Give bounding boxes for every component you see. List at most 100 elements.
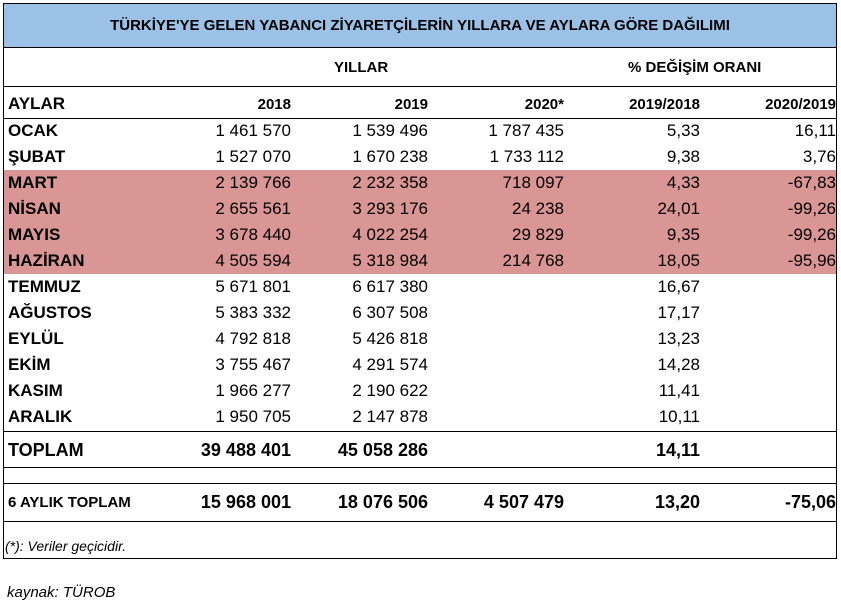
value-2019: 1 670 238 <box>352 147 428 166</box>
divider <box>4 86 836 87</box>
value-2018: 2 655 561 <box>154 196 291 222</box>
change-2020-2019: 3,76 <box>802 147 836 166</box>
month-label: ŞUBAT <box>8 147 66 166</box>
change-2020-2019: 16,11 <box>794 121 836 140</box>
value-2018: 4 792 818 <box>215 329 291 348</box>
table-row: EKİM 3 755 467 4 291 574 14,28 <box>4 352 836 378</box>
change-2020-2019 <box>700 378 836 404</box>
table-row: KASIM 1 966 277 2 190 622 11,41 <box>4 378 836 404</box>
change-2019-2018: 17,17 <box>657 303 700 322</box>
table-row: ARALIK 1 950 705 2 147 878 10,11 <box>4 404 836 430</box>
month-label: ARALIK <box>8 407 73 426</box>
month-label: MART <box>4 170 154 196</box>
table-row: NİSAN 2 655 561 3 293 176 24 238 24,01 -99,26 <box>4 196 836 222</box>
month-label: OCAK <box>8 121 59 140</box>
table-row: AĞUSTOS 5 383 332 6 307 508 17,17 <box>4 300 836 326</box>
table-row: ŞUBAT 1 527 070 1 670 238 1 733 112 9,38 3,76 <box>4 144 836 170</box>
value-2020 <box>428 300 564 326</box>
value-2019: 2 147 878 <box>352 407 428 426</box>
month-label: MAYIS <box>4 222 154 248</box>
value-2019: 5 318 984 <box>291 248 428 274</box>
column-header-row: AYLAR 2018 2019 2020* 2019/2018 2020/201… <box>4 90 836 118</box>
value-2019: 5 426 818 <box>352 329 428 348</box>
value-2019: 4 291 574 <box>352 355 428 374</box>
value-2018: 1 461 570 <box>215 121 291 140</box>
change-2020-2019 <box>700 352 836 378</box>
value-2020 <box>428 352 564 378</box>
table-frame: TÜRKİYE'YE GELEN YABANCI ZİYARETÇİLERİN … <box>3 3 837 559</box>
change-2019-2018: 9,38 <box>666 147 700 166</box>
source-note: kaynak: TÜROB <box>7 584 116 601</box>
value-2020: 24 238 <box>428 196 564 222</box>
change-2019-2018: 13,23 <box>657 329 700 348</box>
change-2019-2018: 16,67 <box>657 277 700 296</box>
value-2020 <box>428 326 564 352</box>
value-2020 <box>428 378 564 404</box>
change-2019-2018: 10,11 <box>658 407 700 426</box>
value-2018: 5 671 801 <box>215 277 291 296</box>
change-2019-2018: 18,05 <box>564 248 700 274</box>
value-2019: 6 617 380 <box>352 277 428 296</box>
column-header-2019-2018: 2019/2018 <box>629 95 700 113</box>
table-title: TÜRKİYE'YE GELEN YABANCI ZİYARETÇİLERİN … <box>4 4 836 48</box>
month-label: TEMMUZ <box>8 277 81 296</box>
data-table: AYLAR 2018 2019 2020* 2019/2018 2020/201… <box>4 90 836 430</box>
table-row: MAYIS 3 678 440 4 022 254 29 829 9,35 -99,26 <box>4 222 836 248</box>
table-row: TEMMUZ 5 671 801 6 617 380 16,67 <box>4 274 836 300</box>
change-2020-2019 <box>700 300 836 326</box>
month-label: HAZİRAN <box>4 248 154 274</box>
change-2020-2019: -99,26 <box>700 196 836 222</box>
value-2018: 3 678 440 <box>154 222 291 248</box>
month-label: EYLÜL <box>8 329 64 348</box>
value-2019: 3 293 176 <box>291 196 428 222</box>
value-2018: 3 755 467 <box>215 355 291 374</box>
month-label: EKİM <box>8 355 51 374</box>
month-label: NİSAN <box>4 196 154 222</box>
total-label: TOPLAM <box>8 439 84 460</box>
six-month-total-2018: 15 968 001 <box>200 491 291 512</box>
change-2019-2018: 4,33 <box>564 170 700 196</box>
value-2020: 214 768 <box>428 248 564 274</box>
column-header-2020-2019: 2020/2019 <box>765 95 836 113</box>
total-change-2019-2018: 14,11 <box>655 439 700 460</box>
change-2020-2019 <box>700 274 836 300</box>
value-2018: 1 527 070 <box>215 147 291 166</box>
table-row: EYLÜL 4 792 818 5 426 818 13,23 <box>4 326 836 352</box>
value-2020: 29 829 <box>428 222 564 248</box>
value-2019: 6 307 508 <box>352 303 428 322</box>
change-2019-2018: 14,28 <box>657 355 700 374</box>
six-month-total-2019: 18 076 506 <box>337 491 428 512</box>
value-2019: 4 022 254 <box>291 222 428 248</box>
month-label: AĞUSTOS <box>8 303 92 322</box>
column-header-2020: 2020* <box>524 95 564 113</box>
change-2020-2019: -67,83 <box>700 170 836 196</box>
value-2018: 2 139 766 <box>154 170 291 196</box>
value-2019: 2 190 622 <box>352 381 428 400</box>
value-2018: 5 383 332 <box>215 303 291 322</box>
change-2019-2018: 5,33 <box>666 121 700 140</box>
divider <box>4 467 836 468</box>
divider <box>4 521 836 522</box>
total-2018: 39 488 401 <box>200 439 291 460</box>
divider <box>4 483 836 484</box>
six-month-total-change-2019-2018: 13,20 <box>654 491 700 512</box>
table-row: OCAK 1 461 570 1 539 496 1 787 435 5,33 16,11 <box>4 118 836 144</box>
column-header-2018: 2018 <box>257 95 291 113</box>
change-2020-2019: -95,96 <box>700 248 836 274</box>
value-2019: 1 539 496 <box>352 121 428 140</box>
six-month-total-change-2020-2019: -75,06 <box>784 491 836 512</box>
six-month-total-label: 6 AYLIK TOPLAM <box>8 493 131 511</box>
value-2020: 1 733 112 <box>489 147 564 166</box>
six-month-total-row: 6 AYLIK TOPLAM 15 968 001 18 076 506 4 5… <box>4 485 836 519</box>
divider <box>4 431 836 432</box>
divider <box>4 118 836 119</box>
change-2020-2019: -99,26 <box>700 222 836 248</box>
six-month-total-2020: 4 507 479 <box>483 491 564 512</box>
group-header-change: % DEĞİŞİM ORANI <box>628 59 762 76</box>
total-row: TOPLAM 39 488 401 45 058 286 14,11 <box>4 433 836 467</box>
change-2020-2019 <box>700 326 836 352</box>
value-2018: 4 505 594 <box>154 248 291 274</box>
change-2020-2019 <box>700 404 836 430</box>
value-2020: 1 787 435 <box>488 121 564 140</box>
value-2020 <box>428 404 564 430</box>
